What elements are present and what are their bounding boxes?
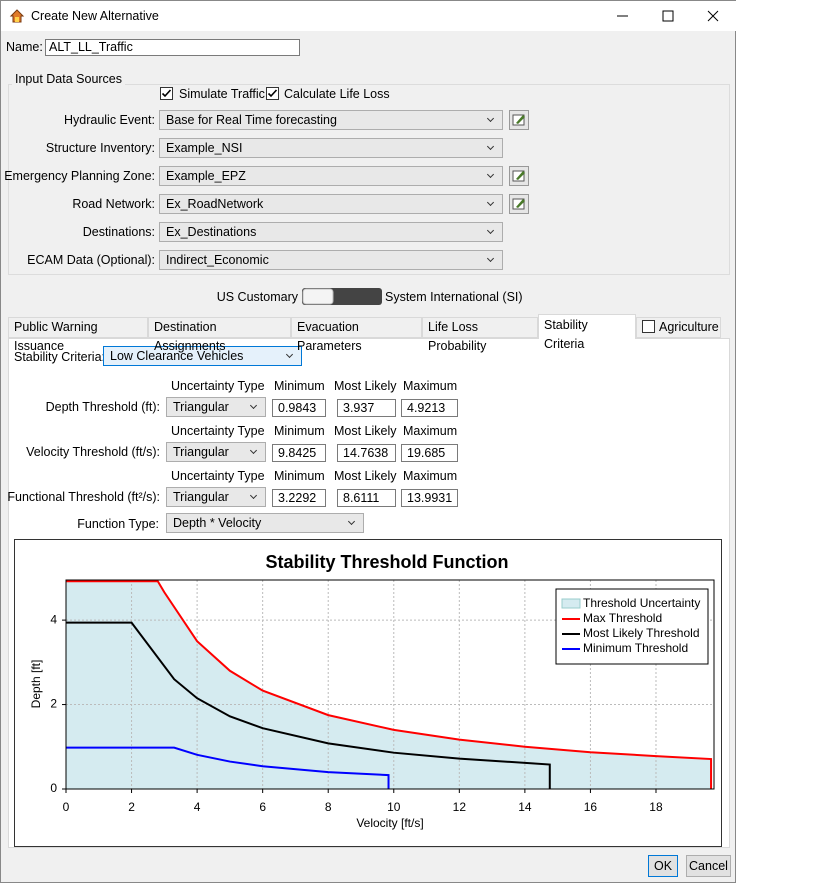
name-label: Name: — [6, 40, 43, 54]
row-label: Destinations: — [82, 225, 155, 239]
row-label: Structure Inventory: — [45, 141, 155, 155]
max-input[interactable]: 19.685 — [401, 444, 458, 462]
x-axis-label: Velocity [ft/s] — [356, 816, 423, 830]
y-tick-label: 0 — [50, 781, 57, 795]
column-header: Uncertainty Type — [171, 469, 265, 483]
stability-combo[interactable]: Low Clearance Vehicles — [103, 346, 302, 366]
x-tick-label: 10 — [387, 800, 401, 814]
series-line — [66, 580, 713, 789]
column-header: Minimum — [274, 469, 325, 483]
min-input[interactable]: 3.2292 — [272, 489, 326, 507]
legend-box — [555, 588, 709, 665]
tab[interactable]: Public Warning Issuance — [8, 317, 148, 353]
checkbox[interactable] — [266, 87, 279, 100]
uncertainty-area — [66, 581, 712, 789]
tab[interactable]: Destination Assignments — [148, 317, 291, 353]
threshold-label: Depth Threshold (ft): — [45, 400, 160, 414]
row-combo[interactable]: Indirect_Economic — [159, 250, 503, 270]
function-combo[interactable]: Depth * Velocity — [166, 513, 364, 533]
y-tick-label: 4 — [50, 612, 57, 626]
checkbox[interactable] — [160, 87, 173, 100]
x-tick-label: 16 — [584, 800, 598, 814]
likely-input[interactable]: 3.937 — [337, 399, 396, 417]
type-combo[interactable]: Triangular — [166, 442, 266, 462]
row-label: Hydraulic Event: — [63, 113, 155, 127]
chart: Stability Threshold Function Velocity [f… — [14, 539, 722, 847]
unit-toggle[interactable] — [302, 288, 382, 305]
min-input[interactable]: 0.9843 — [272, 399, 326, 417]
group-box — [8, 84, 730, 275]
tab[interactable]: Life Loss Probability — [422, 317, 538, 353]
column-header: Maximum — [403, 469, 458, 483]
cancel-button[interactable]: Cancel — [686, 855, 731, 877]
row-label: Road Network: — [72, 197, 155, 211]
legend-label: Minimum Threshold — [583, 641, 688, 655]
column-header: Uncertainty Type — [171, 424, 265, 438]
edit-button[interactable] — [509, 110, 529, 130]
checkbox-label: Simulate Traffic — [179, 87, 265, 101]
row-label: ECAM Data (Optional): — [27, 253, 155, 267]
row-combo[interactable]: Base for Real Time forecasting — [159, 110, 503, 130]
y-tick-label: 2 — [50, 697, 57, 711]
series-line — [66, 746, 390, 789]
unit-label: System International (SI) — [385, 290, 523, 304]
row-combo[interactable]: Ex_Destinations — [159, 222, 503, 242]
y-axis-label: Depth [ft] — [29, 660, 43, 709]
row-label: Emergency Planning Zone: — [4, 169, 155, 183]
x-tick-label: 4 — [194, 800, 201, 814]
column-header: Maximum — [403, 379, 458, 393]
row-combo[interactable]: Example_EPZ — [159, 166, 503, 186]
x-tick-label: 0 — [63, 800, 70, 814]
column-header: Uncertainty Type — [171, 379, 265, 393]
window-title: Create New Alternative — [31, 9, 159, 23]
window-controls[interactable] — [601, 1, 736, 31]
column-header: Maximum — [403, 424, 458, 438]
max-input[interactable]: 13.9931 — [401, 489, 458, 507]
name-input[interactable]: ALT_LL_Traffic — [45, 39, 300, 56]
function-label: Function Type: — [77, 517, 159, 531]
type-combo[interactable]: Triangular — [166, 397, 266, 417]
ok-button[interactable]: OK — [648, 855, 678, 877]
group-title: Input Data Sources — [12, 72, 126, 86]
max-input[interactable]: 4.9213 — [401, 399, 458, 417]
column-header: Most Likely — [334, 424, 397, 438]
legend-label: Most Likely Threshold — [583, 626, 700, 640]
column-header: Most Likely — [334, 379, 397, 393]
min-input[interactable]: 9.8425 — [272, 444, 326, 462]
edit-button[interactable] — [509, 166, 529, 186]
app-icon — [9, 9, 25, 23]
likely-input[interactable]: 8.6111 — [337, 489, 396, 507]
legend-swatch — [561, 598, 581, 609]
tab[interactable]: Stability Criteria — [538, 314, 636, 351]
tab[interactable]: Agriculture — [636, 317, 721, 338]
x-tick-label: 14 — [518, 800, 532, 814]
x-tick-label: 12 — [453, 800, 467, 814]
unit-label: US Customary — [216, 290, 298, 304]
column-header: Minimum — [274, 424, 325, 438]
column-header: Minimum — [274, 379, 325, 393]
x-tick-label: 2 — [128, 800, 135, 814]
checkbox[interactable] — [642, 320, 655, 333]
x-tick-label: 6 — [259, 800, 266, 814]
type-combo[interactable]: Triangular — [166, 487, 266, 507]
edit-button[interactable] — [509, 194, 529, 214]
column-header: Most Likely — [334, 469, 397, 483]
checkbox-label: Calculate Life Loss — [284, 87, 390, 101]
likely-input[interactable]: 14.7638 — [337, 444, 396, 462]
x-tick-label: 18 — [649, 800, 663, 814]
threshold-label: Velocity Threshold (ft/s): — [26, 445, 160, 459]
plot-frame — [65, 579, 715, 790]
title-bar: Create New Alternative — [1, 1, 736, 31]
legend-label: Threshold Uncertainty — [583, 596, 700, 610]
legend-label: Max Threshold — [583, 611, 662, 625]
series-line — [66, 621, 551, 789]
threshold-label: Functional Threshold (ft²/s): — [7, 490, 160, 504]
row-combo[interactable]: Example_NSI — [159, 138, 503, 158]
stability-label: Stability Criteria: — [14, 350, 105, 364]
tab[interactable]: Evacuation Parameters — [291, 317, 422, 353]
row-combo[interactable]: Ex_RoadNetwork — [159, 194, 503, 214]
chart-title: Stability Threshold Function — [266, 552, 509, 572]
x-tick-label: 8 — [325, 800, 332, 814]
